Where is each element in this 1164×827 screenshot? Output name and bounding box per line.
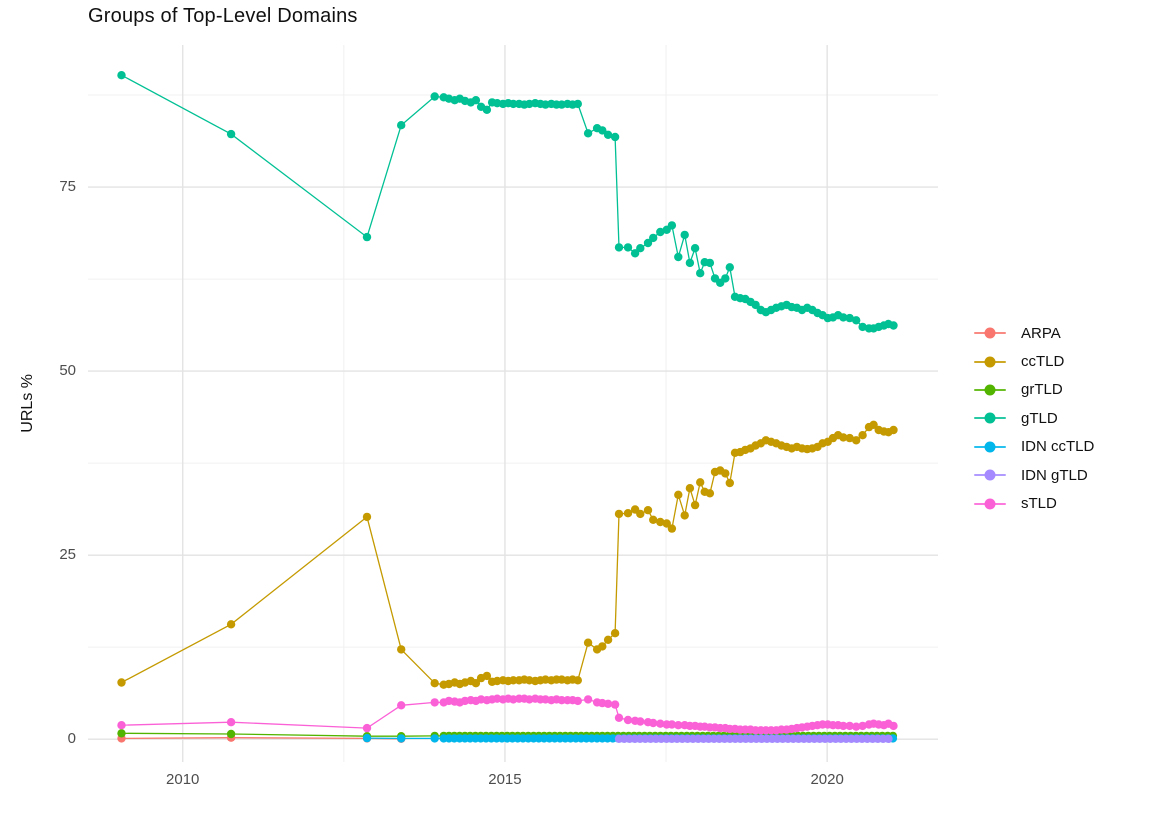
legend-item-stld: sTLD: [974, 489, 1094, 517]
legend-item-arpa: ARPA: [974, 319, 1094, 347]
legend-item-idn-gtld: IDN gTLD: [974, 461, 1094, 489]
y-tick-label-75: 75: [59, 178, 76, 196]
y-tick-label-25: 25: [59, 546, 76, 564]
legend-item-idn-cctld: IDN ccTLD: [974, 433, 1094, 461]
legend-item-label: gTLD: [1021, 409, 1058, 427]
legend-key-icon: [974, 383, 1006, 396]
legend-key-icon: [974, 327, 1006, 340]
legend-key-icon: [974, 497, 1006, 510]
legend-item-cctld: ccTLD: [974, 347, 1094, 375]
legend-key-icon: [974, 355, 1006, 368]
y-tick-label-0: 0: [67, 730, 76, 748]
chart-title: Groups of Top-Level Domains: [88, 5, 358, 27]
legend-key-icon: [974, 469, 1006, 482]
legend-item-grtld: grTLD: [974, 376, 1094, 404]
y-tick-label-50: 50: [59, 362, 76, 380]
legend-item-gtld: gTLD: [974, 404, 1094, 432]
legend-item-label: sTLD: [1021, 495, 1057, 513]
legend-item-label: ccTLD: [1021, 353, 1065, 371]
legend: ARPA ccTLD grTLD gTLD IDN ccTLD IDN gTLD…: [974, 319, 1094, 518]
legend-item-label: grTLD: [1021, 381, 1063, 399]
x-tick-label-2010: 2010: [166, 771, 200, 788]
legend-item-label: IDN ccTLD: [1021, 438, 1095, 456]
legend-key-icon: [974, 440, 1006, 453]
legend-item-label: IDN gTLD: [1021, 466, 1088, 484]
legend-key-icon: [974, 412, 1006, 425]
x-tick-label-2015: 2015: [488, 771, 522, 788]
legend-item-label: ARPA: [1021, 324, 1061, 342]
x-tick-label-2020: 2020: [810, 771, 844, 788]
